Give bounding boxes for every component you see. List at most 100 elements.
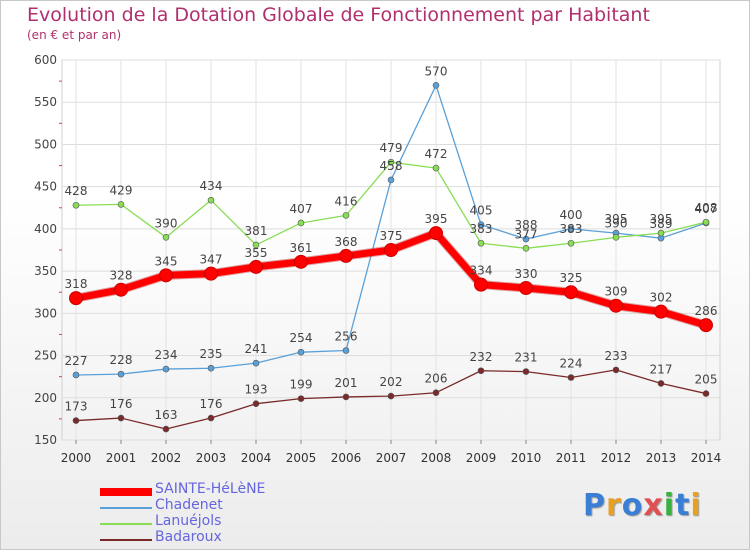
data-label: 193	[245, 383, 268, 397]
data-label: 234	[155, 348, 178, 362]
data-label: 479	[380, 141, 403, 155]
data-point	[249, 259, 263, 274]
data-label: 205	[695, 373, 718, 387]
data-label: 389	[650, 217, 673, 231]
data-point	[297, 348, 305, 356]
legend-swatch	[100, 488, 152, 496]
x-tick-label: 2014	[691, 451, 722, 465]
legend-label: Lanuéjols	[155, 513, 222, 529]
legend-item: Lanuéjols	[100, 513, 340, 532]
data-label: 302	[650, 291, 673, 305]
data-label: 330	[515, 267, 538, 281]
data-label: 429	[110, 183, 133, 197]
chart-subtitle: (en € et par an)	[27, 28, 122, 42]
legend-swatch	[100, 507, 152, 509]
x-tick-label: 2012	[601, 451, 632, 465]
logo-letter: r	[606, 488, 622, 523]
data-point	[387, 158, 395, 166]
data-point	[342, 347, 350, 354]
data-label: 328	[110, 269, 133, 283]
data-label: 355	[245, 246, 268, 260]
data-point	[657, 229, 665, 237]
x-tick-label: 2013	[646, 451, 677, 465]
data-label: 407	[695, 202, 718, 216]
y-tick-label: 150	[34, 433, 57, 447]
logo-letter: i	[663, 488, 676, 523]
data-label: 199	[290, 378, 313, 392]
data-label: 416	[335, 194, 358, 208]
legend-label: SAINTE-HéLèNE	[155, 481, 266, 497]
data-label: 232	[470, 350, 493, 364]
data-point	[657, 380, 665, 387]
data-point	[612, 234, 620, 241]
data-point	[294, 254, 308, 269]
legend-item: Chadenet	[100, 497, 340, 516]
data-point	[387, 392, 395, 400]
data-label: 217	[650, 362, 673, 376]
data-label: 383	[470, 222, 493, 236]
data-label: 286	[695, 304, 718, 318]
data-label: 434	[200, 179, 223, 193]
legend-item: Badaroux	[100, 529, 340, 548]
data-label: 206	[425, 372, 448, 386]
data-point	[69, 291, 83, 306]
data-point	[72, 417, 80, 424]
data-point	[117, 370, 125, 378]
data-label: 368	[335, 235, 358, 249]
data-point	[477, 239, 485, 247]
data-label: 231	[515, 351, 538, 365]
data-label: 408	[695, 201, 718, 215]
data-point	[162, 365, 170, 373]
x-tick-label: 2003	[196, 451, 227, 465]
chart-title: Evolution de la Dotation Globale de Fonc…	[27, 4, 650, 26]
data-point	[207, 364, 215, 372]
data-label: 428	[65, 184, 88, 198]
data-point	[522, 245, 530, 252]
logo-letter: x	[643, 488, 664, 523]
data-point	[609, 298, 623, 313]
data-point	[252, 241, 260, 249]
logo-letter: t	[675, 488, 691, 523]
data-point	[564, 285, 578, 300]
data-label: 176	[110, 397, 133, 411]
data-label: 334	[470, 264, 493, 278]
data-label: 395	[605, 212, 628, 226]
data-point	[162, 425, 170, 433]
legend-label: Chadenet	[155, 497, 223, 513]
data-label: 383	[560, 222, 583, 236]
data-label: 405	[470, 204, 493, 218]
y-tick-label: 500	[34, 137, 57, 151]
x-tick-label: 2011	[556, 451, 587, 465]
y-tick-label: 550	[34, 95, 57, 109]
data-point	[699, 318, 713, 333]
y-tick-label: 400	[34, 222, 57, 236]
data-label: 390	[155, 216, 178, 230]
data-label: 173	[65, 400, 88, 414]
y-tick-label: 600	[34, 53, 57, 67]
data-point	[432, 389, 440, 397]
data-label: 256	[335, 329, 358, 343]
data-label: 228	[110, 353, 133, 367]
data-label: 345	[155, 254, 178, 268]
x-tick-label: 2007	[376, 451, 407, 465]
data-label: 254	[290, 331, 313, 345]
data-label: 201	[335, 376, 358, 390]
x-tick-label: 2001	[106, 451, 137, 465]
data-label: 347	[200, 253, 223, 267]
x-tick-label: 2008	[421, 451, 452, 465]
data-label: 407	[290, 202, 313, 216]
data-point	[339, 248, 353, 263]
data-point	[387, 176, 395, 184]
data-point	[477, 367, 485, 375]
data-point	[252, 359, 260, 367]
data-point	[207, 414, 215, 422]
x-tick-label: 2002	[151, 451, 182, 465]
data-point	[204, 266, 218, 281]
data-point	[207, 196, 215, 204]
logo-letter: i	[690, 488, 702, 523]
data-point	[567, 225, 575, 233]
data-label: 176	[200, 397, 223, 411]
data-point	[654, 304, 668, 319]
data-point	[432, 164, 440, 172]
